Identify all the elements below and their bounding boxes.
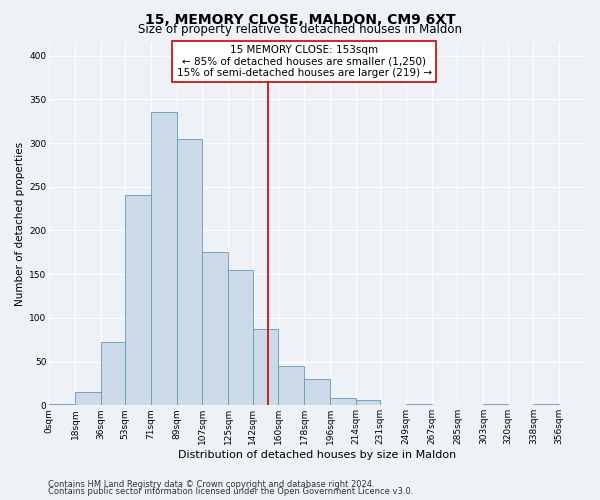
Bar [330, 398, 356, 406]
Bar [304, 379, 330, 406]
Text: 15 MEMORY CLOSE: 153sqm
← 85% of detached houses are smaller (1,250)
15% of semi: 15 MEMORY CLOSE: 153sqm ← 85% of detache… [176, 45, 432, 78]
Bar [176, 138, 202, 406]
Bar [151, 112, 176, 406]
Bar [125, 196, 151, 406]
X-axis label: Distribution of detached houses by size in Maldon: Distribution of detached houses by size … [178, 450, 456, 460]
Bar [228, 270, 253, 406]
Text: Size of property relative to detached houses in Maldon: Size of property relative to detached ho… [138, 22, 462, 36]
Bar [202, 252, 228, 406]
Bar [101, 342, 125, 406]
Bar [278, 366, 304, 406]
Bar [49, 404, 75, 406]
Y-axis label: Number of detached properties: Number of detached properties [15, 142, 25, 306]
Text: 15, MEMORY CLOSE, MALDON, CM9 6XT: 15, MEMORY CLOSE, MALDON, CM9 6XT [145, 12, 455, 26]
Bar [75, 392, 101, 406]
Bar [406, 404, 432, 406]
Bar [356, 400, 380, 406]
Bar [483, 404, 508, 406]
Text: Contains HM Land Registry data © Crown copyright and database right 2024.: Contains HM Land Registry data © Crown c… [48, 480, 374, 489]
Bar [533, 404, 559, 406]
Text: Contains public sector information licensed under the Open Government Licence v3: Contains public sector information licen… [48, 487, 413, 496]
Bar [253, 329, 278, 406]
